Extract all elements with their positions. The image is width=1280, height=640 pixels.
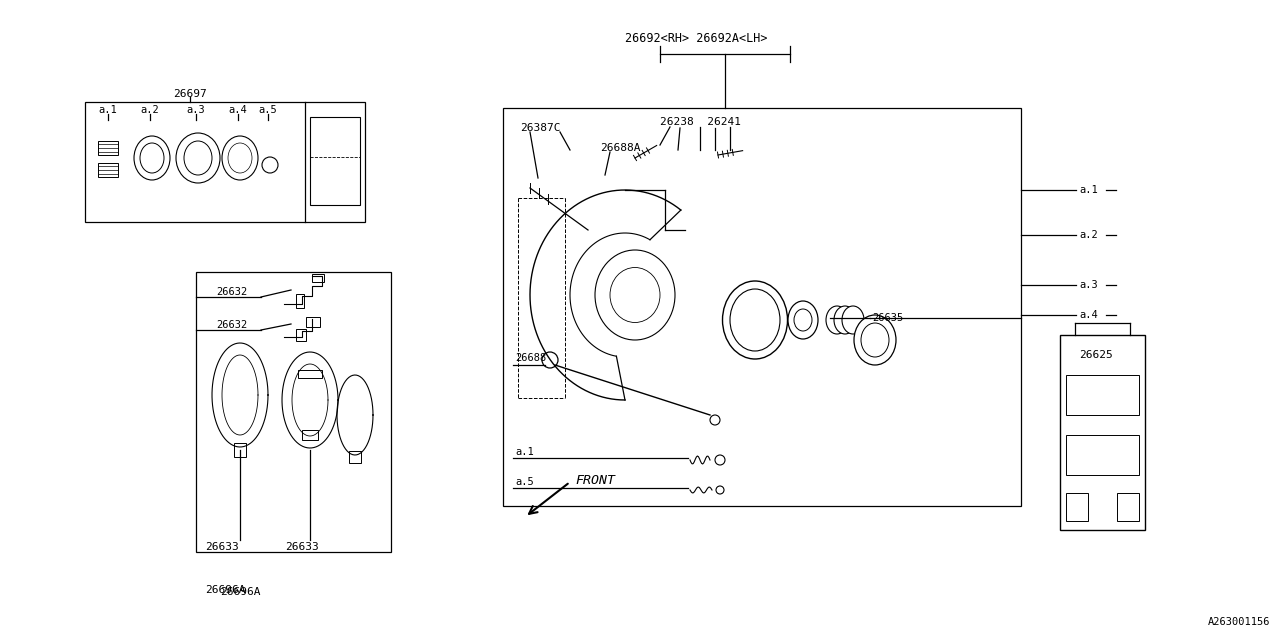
Bar — [503, 108, 1021, 506]
Bar — [196, 272, 390, 552]
Ellipse shape — [835, 306, 856, 334]
Bar — [349, 451, 361, 463]
Bar — [1066, 375, 1139, 415]
Ellipse shape — [788, 301, 818, 339]
Bar — [1066, 435, 1139, 475]
Bar — [310, 117, 360, 205]
Text: 26387C: 26387C — [520, 123, 561, 133]
Bar — [296, 329, 306, 341]
Text: a.5: a.5 — [515, 477, 534, 487]
Bar — [84, 102, 365, 222]
Bar — [234, 443, 246, 457]
Text: 26632: 26632 — [216, 320, 247, 330]
Ellipse shape — [722, 281, 787, 359]
Text: FRONT: FRONT — [575, 474, 614, 486]
Text: 26633: 26633 — [285, 542, 319, 552]
Text: a.1: a.1 — [515, 447, 534, 457]
Text: 26696A: 26696A — [220, 587, 261, 597]
Circle shape — [710, 415, 721, 425]
Text: 26688: 26688 — [515, 353, 547, 363]
Bar — [306, 317, 320, 327]
Ellipse shape — [826, 306, 849, 334]
Text: 26238  26241: 26238 26241 — [660, 117, 741, 127]
Text: A263001156: A263001156 — [1207, 617, 1270, 627]
Text: 26632: 26632 — [216, 287, 247, 297]
Text: 26692<RH> 26692A<LH>: 26692<RH> 26692A<LH> — [625, 31, 768, 45]
Text: a.4: a.4 — [1079, 310, 1098, 320]
Text: a.1: a.1 — [99, 105, 118, 115]
Text: a.2: a.2 — [1079, 230, 1098, 240]
Bar — [1060, 335, 1146, 530]
Bar — [1066, 493, 1088, 521]
Text: a.4: a.4 — [229, 105, 247, 115]
Text: 26696A: 26696A — [205, 585, 246, 595]
Circle shape — [716, 455, 724, 465]
Text: 26688A: 26688A — [600, 143, 640, 153]
Bar — [99, 141, 118, 155]
Text: a.2: a.2 — [141, 105, 160, 115]
Text: a.5: a.5 — [259, 105, 278, 115]
Bar — [312, 274, 324, 282]
Bar — [298, 370, 323, 378]
Bar — [302, 430, 317, 440]
Text: 26635: 26635 — [872, 313, 904, 323]
Text: 26625: 26625 — [1079, 350, 1112, 360]
Bar — [1117, 493, 1139, 521]
Circle shape — [541, 352, 558, 368]
Bar — [99, 163, 118, 177]
Ellipse shape — [854, 315, 896, 365]
Text: 26633: 26633 — [205, 542, 239, 552]
Circle shape — [716, 486, 724, 494]
Bar — [296, 294, 305, 308]
Text: a.3: a.3 — [187, 105, 205, 115]
Ellipse shape — [842, 306, 864, 334]
Text: a.3: a.3 — [1079, 280, 1098, 290]
Text: a.1: a.1 — [1079, 185, 1098, 195]
Text: 26697: 26697 — [173, 89, 207, 99]
